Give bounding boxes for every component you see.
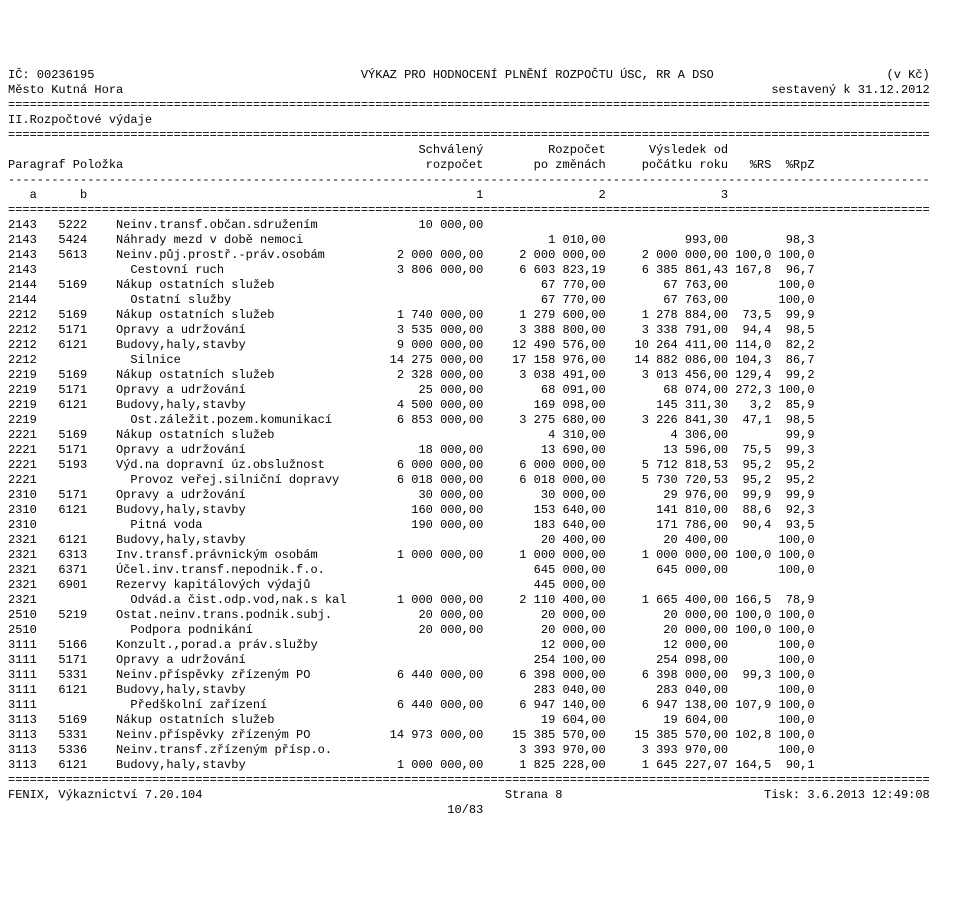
- report-body: IČ: 00236195 VÝKAZ PRO HODNOCENÍ PLNĚNÍ …: [8, 68, 952, 818]
